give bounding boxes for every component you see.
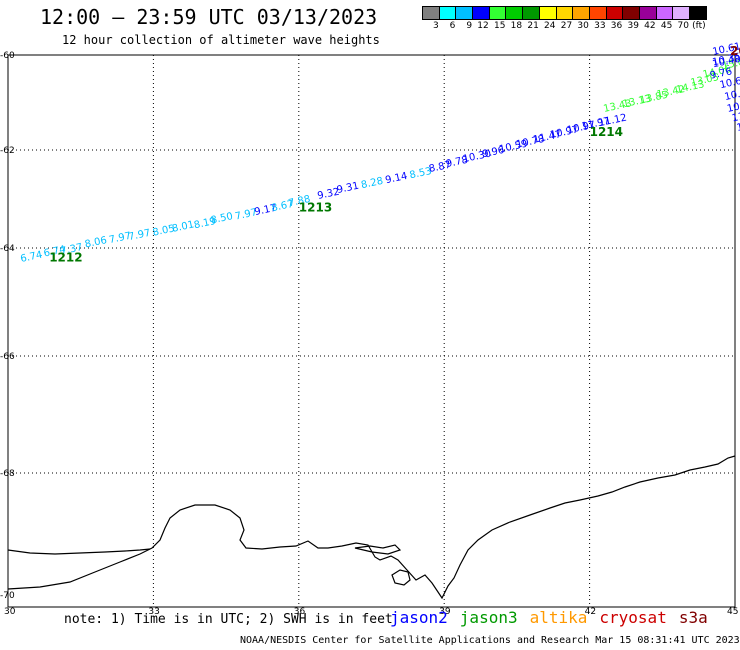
colorbar-label: 12 [477,21,489,31]
wave-height-value: 9.17 [254,203,278,218]
colorbar-label: 39 [627,21,639,31]
wave-height-value: 10.20 [724,86,740,103]
pass-time-marker: 2007 [730,44,740,58]
latitude-label: -62 [0,146,15,156]
legend-cryosat: cryosat [599,608,667,627]
coastline-antarctica [7,455,736,600]
colorbar-label: (ft) [692,21,706,31]
footnote: note: 1) Time is in UTC; 2) SWH is in fe… [64,612,393,627]
wave-height-value: 6.74 [19,250,43,265]
pass-time-marker: 1213 [299,200,332,214]
colorbar-label: 42 [644,21,656,31]
colorbar-label: 18 [510,21,523,31]
longitude-label: 45 [727,607,738,617]
longitude-label: 36 [294,607,306,617]
wave-height-value: 8.50 [210,211,234,226]
latitude-label: -64 [0,244,15,254]
wave-height-value: 9.31 [336,181,360,196]
wave-height-value: 7.97 [234,207,258,222]
latitude-labels: -60 -62 -64 -66 -68 -70 [0,51,15,601]
colorbar-label: 15 [493,21,506,31]
satellite-track-labels: 6.74 6.747.37 8.06 7.977.97 8.058.018.198.50… [19,41,740,265]
island-outline-2 [354,544,402,555]
colorbar [422,6,707,20]
map-subtitle: 12 hour collection of altimeter wave hei… [62,33,380,47]
longitude-label: 39 [439,607,451,617]
colorbar-label: 33 [594,21,606,31]
legend-s3a: s3a [678,608,708,627]
credit-line: NOAA/NESDIS Center for Satellite Applica… [240,635,740,646]
colorbar-label: 30 [577,21,589,31]
longitude-label: 33 [148,607,159,617]
legend-jason3: jason3 [459,608,518,627]
map-frame [7,54,736,608]
wave-height-value: 7.97 [108,231,132,246]
colorbar-labels: 3 6 9 12 15 18 21 24 27 30 33 36 39 42 45 70 (ft) [422,21,706,33]
wave-height-value: 10.64 [719,74,740,91]
wave-height-value: 10.35 [712,52,740,69]
wave-height-value: 8.28 [360,176,384,191]
legend-jason2: jason2 [390,608,448,627]
wave-height-value: 6.74 [43,244,67,259]
colorbar-label: 70 [677,21,689,31]
colorbar-label: 27 [560,21,573,31]
wave-height-value: 11.3 [736,119,740,134]
wave-height-value: 9.96 [481,145,505,160]
latitude-label: -66 [0,352,15,362]
colorbar-swatch [689,6,707,20]
island-outline [391,569,411,586]
wave-height-value: 10.48 [712,54,740,71]
colorbar-label: 9 [466,21,473,31]
map-title: 12:00 – 23:59 UTC 03/13/2023 [40,5,378,29]
wave-height-value: 9.14 [384,171,408,186]
longitude-label: 30 [4,607,16,617]
wave-height-value: 8.19 [193,216,217,231]
colorbar-label: 21 [527,21,539,31]
coastline-fjord [7,548,151,555]
legend-altika: altika [529,608,588,627]
wave-height-value: 9.76 [709,66,733,81]
wave-height-value: 8.05 [152,223,176,238]
longitude-labels: 30 33 36 39 42 45 [4,607,738,617]
colorbar-label: 24 [544,21,556,31]
latitude-label: -68 [0,469,15,479]
satellite-legend: jason2 jason3 altika cryosat s3a [390,608,708,627]
wave-height-value: 15.08 [721,55,740,72]
wave-height-value: 8.87 [428,160,452,175]
pass-time-marker: 1212 [49,251,82,265]
map-grid [8,55,735,607]
latitude-label: -60 [0,51,15,61]
wave-height-value: 7.88 [287,194,311,209]
wave-height-value: 7.97 [128,228,152,243]
pass-time-marker: 1214 [590,125,623,139]
wave-height-value: 9.78 [445,155,469,170]
longitude-label: 42 [585,607,596,617]
wave-height-value: 8.06 [84,235,108,250]
wave-height-value: 8.67 [270,199,294,214]
wave-height-value: 7.37 [60,242,84,257]
latitude-label: -70 [0,591,15,601]
colorbar-label: 3 [432,21,439,31]
colorbar-label: 36 [610,21,623,31]
colorbar-label: 45 [660,21,673,31]
wave-height-value: 8.53 [409,166,433,181]
colorbar-label: 6 [449,21,456,31]
wave-height-value: 10.61 [712,41,740,58]
wave-height-value: 9.32 [317,187,341,202]
track-markers: 12121213121420072006 [49,44,740,265]
wave-height-value: 11.55 [731,108,740,125]
wave-height-value: 8.01 [171,219,195,234]
